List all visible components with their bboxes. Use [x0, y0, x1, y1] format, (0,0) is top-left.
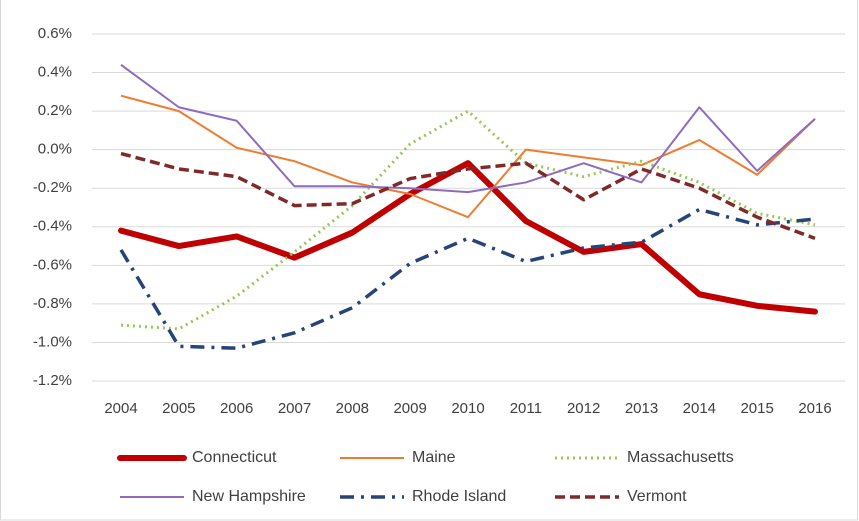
- x-tick-label: 2005: [162, 400, 195, 417]
- legend-label: Maine: [412, 449, 456, 466]
- series-line: [118, 160, 818, 315]
- y-tick-label: -1.0%: [33, 333, 72, 350]
- y-tick-label: -1.2%: [33, 372, 72, 389]
- series-line: [120, 64, 816, 194]
- series-line: [119, 207, 816, 350]
- y-tick-label: 0.0%: [38, 141, 72, 158]
- x-tick-label: 2010: [451, 400, 484, 417]
- series-line: [120, 94, 816, 219]
- y-tick-label: -0.8%: [33, 295, 72, 312]
- y-tick-label: -0.6%: [33, 256, 72, 273]
- y-tick-label: -0.4%: [33, 218, 72, 235]
- y-tick-label: 0.4%: [38, 64, 72, 81]
- x-tick-label: 2007: [278, 400, 311, 417]
- y-tick-label: -0.2%: [33, 179, 72, 196]
- x-tick-label: 2006: [220, 400, 253, 417]
- y-tick-label: 0.2%: [38, 102, 72, 119]
- legend-label: New Hampshire: [192, 488, 306, 505]
- legend-label: Rhode Island: [412, 488, 506, 505]
- x-tick-label: 2013: [625, 400, 658, 417]
- x-tick-label: 2009: [393, 400, 426, 417]
- x-tick-label: 2011: [510, 400, 542, 417]
- x-tick-label: 2015: [740, 400, 773, 417]
- x-tick-label: 2004: [104, 400, 137, 417]
- y-tick-label: 0.6%: [38, 25, 72, 42]
- legend-label: Connecticut: [192, 449, 277, 466]
- series-line: [120, 151, 816, 240]
- x-tick-label: 2012: [567, 400, 600, 417]
- x-tick-label: 2008: [336, 400, 369, 417]
- x-tick-label: 2016: [798, 400, 831, 417]
- legend-label: Vermont: [627, 488, 687, 505]
- legend: Connecticut Maine Massachusetts New Hampshi…: [117, 449, 734, 505]
- legend-label: Massachusetts: [627, 449, 734, 466]
- x-tick-label: 2014: [683, 400, 716, 417]
